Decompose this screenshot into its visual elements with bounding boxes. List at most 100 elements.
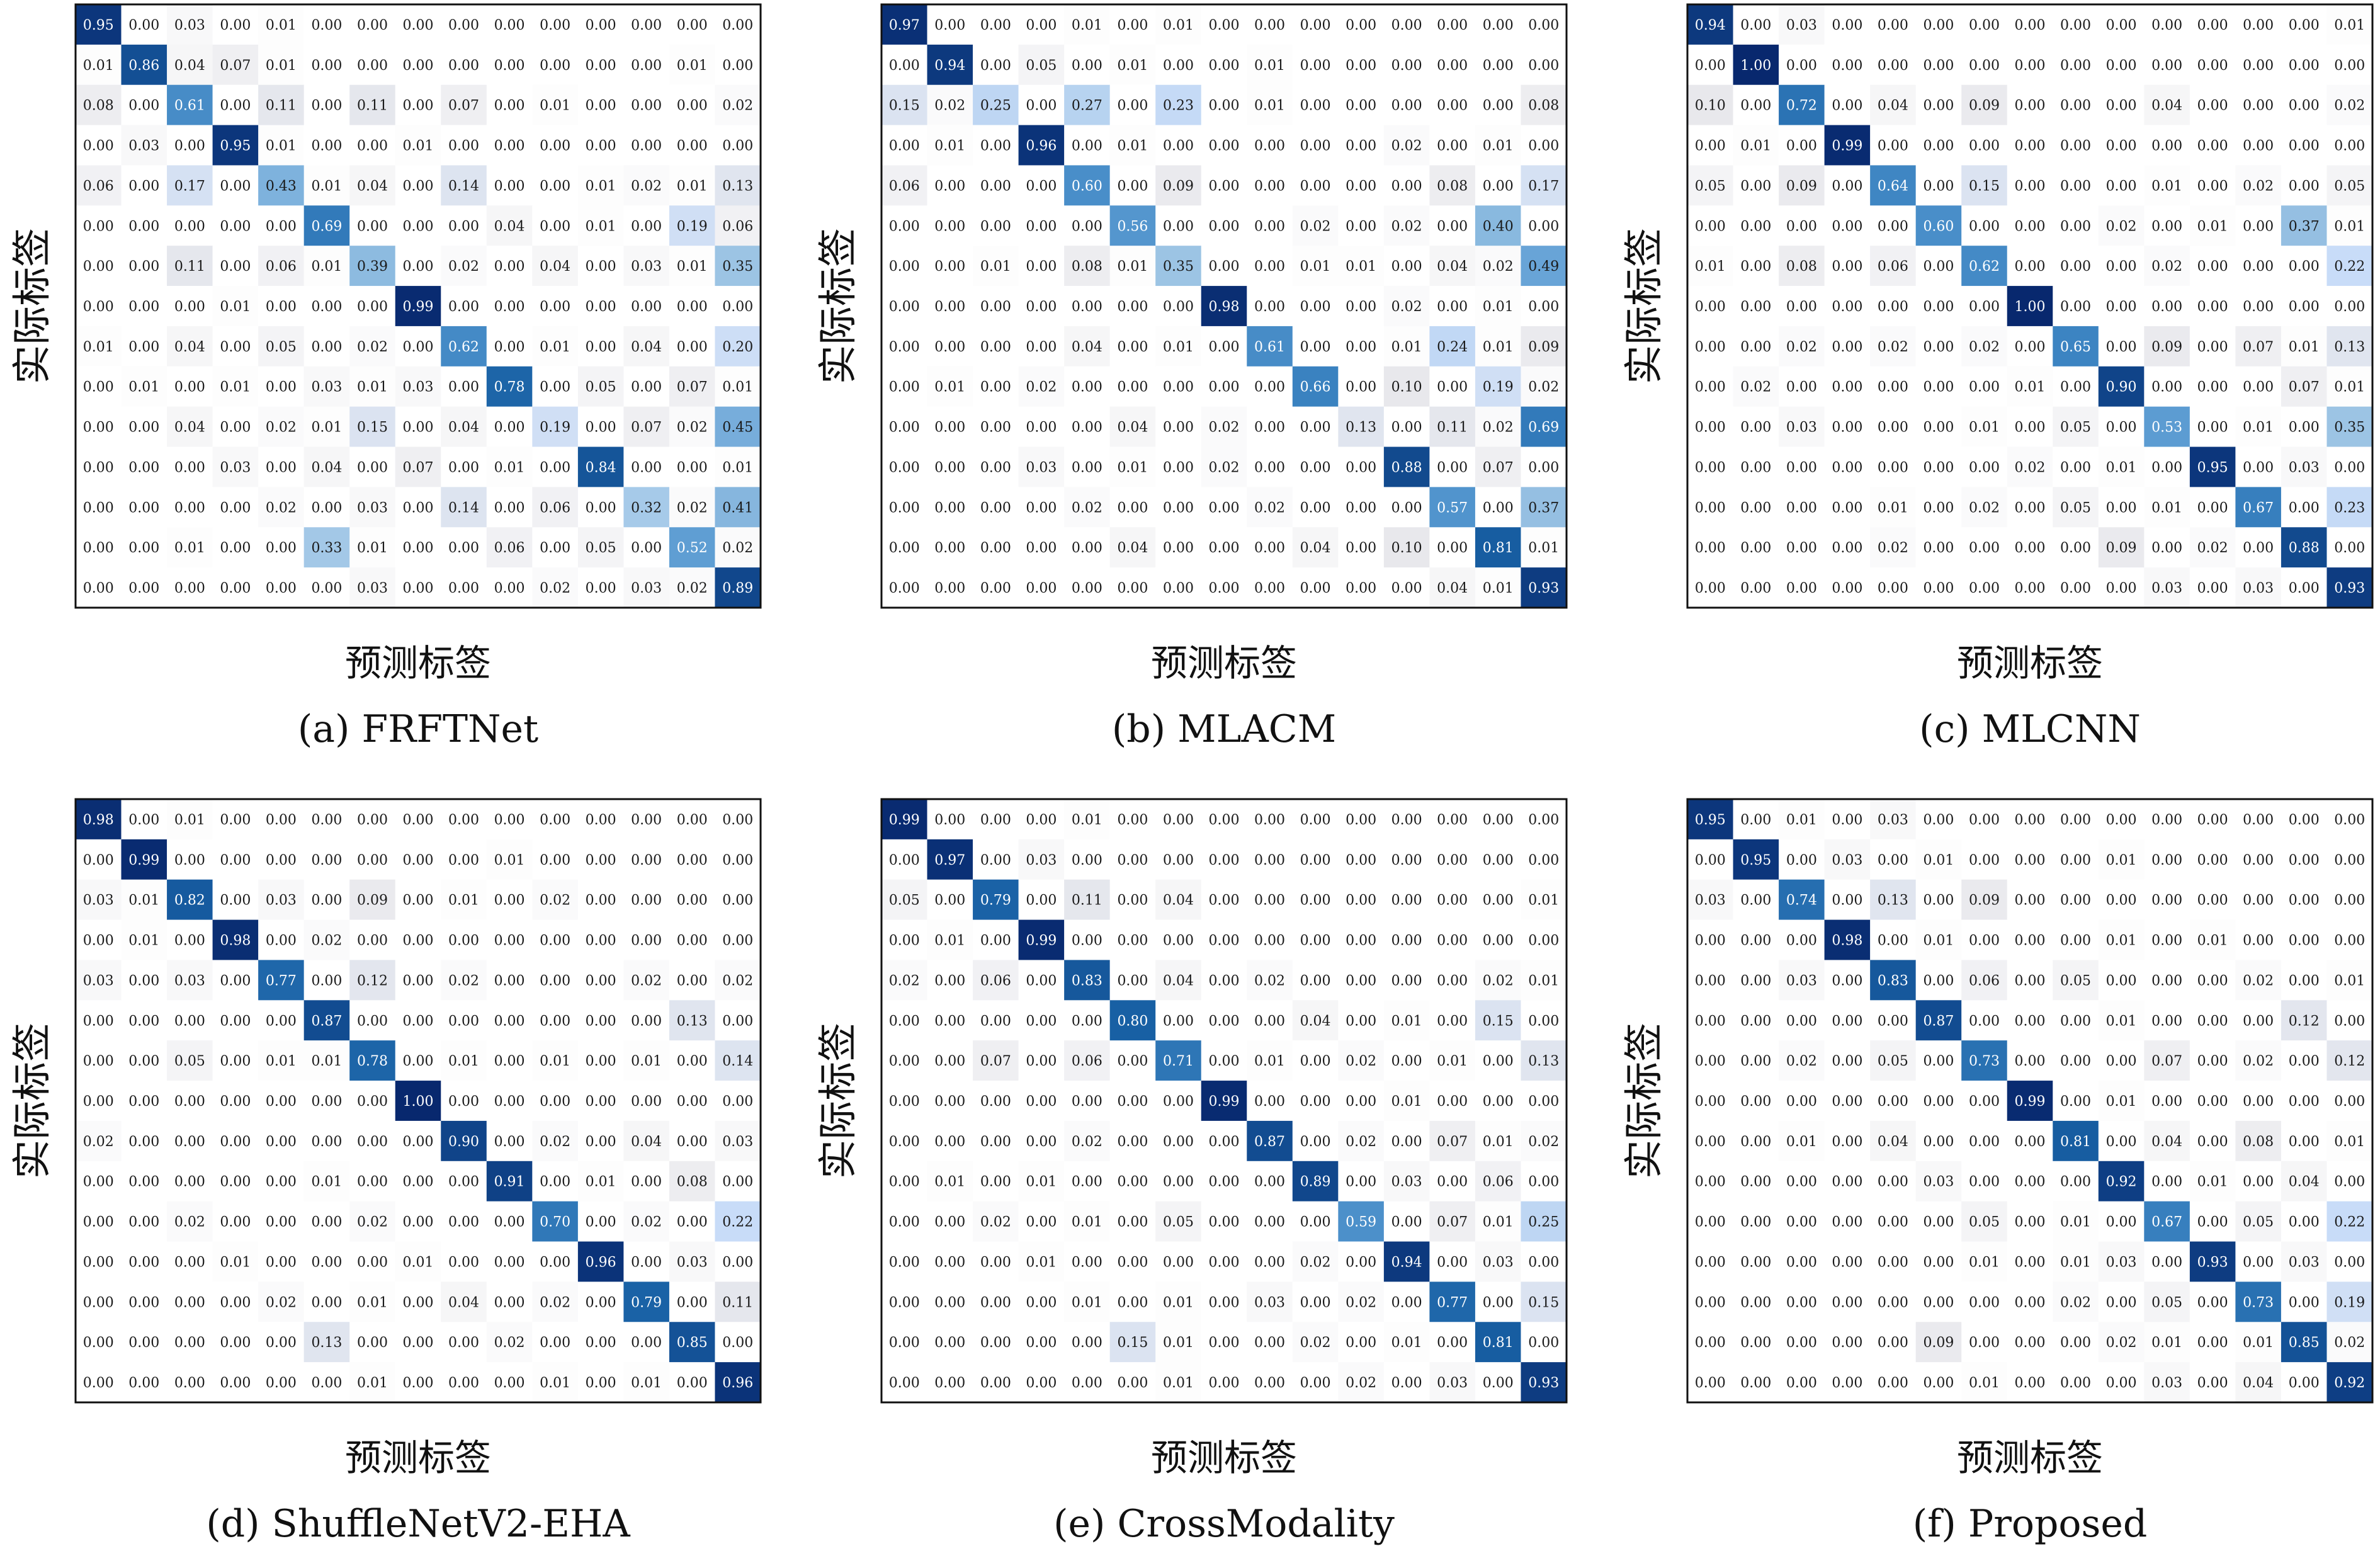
- cell-value-label: 0.00: [1740, 1335, 1771, 1351]
- cell-value-label: 0.00: [1740, 98, 1771, 114]
- cell-value-label: 0.00: [448, 1013, 479, 1029]
- heatmap-cell: [1109, 205, 1156, 246]
- cell-value-label: 0.00: [403, 893, 434, 909]
- cell-value-label: 0.04: [1163, 973, 1194, 989]
- heatmap-cell: [1247, 165, 1293, 206]
- cell-value-label: 0.00: [494, 1375, 525, 1391]
- cell-value-label: 0.07: [1437, 1215, 1468, 1230]
- cell-value-label: 0.07: [631, 420, 662, 436]
- cell-value-label: 0.00: [1740, 1013, 1771, 1029]
- heatmap-cell: [2326, 286, 2373, 327]
- cell-value-label: 0.11: [1437, 420, 1468, 436]
- cell-value-label: 0.00: [586, 1054, 616, 1069]
- cell-value-label: 0.00: [586, 973, 616, 989]
- cell-value-label: 0.08: [1786, 259, 1817, 275]
- heatmap-cell: [1824, 1322, 1871, 1363]
- cell-value-label: 0.00: [1695, 500, 1726, 516]
- heatmap-cell: [881, 165, 927, 206]
- cell-value-label: 0.02: [1026, 380, 1057, 395]
- heatmap-cell: [927, 1201, 973, 1242]
- heatmap-cell: [973, 406, 1019, 447]
- heatmap-cell: [212, 1281, 259, 1322]
- cell-value-label: 0.00: [1740, 893, 1771, 909]
- cell-value-label: 0.00: [1437, 139, 1468, 154]
- heatmap-cell: [1521, 4, 1567, 45]
- heatmap-cell: [121, 839, 167, 880]
- cell-value-label: 0.00: [1923, 98, 1954, 114]
- cell-value-label: 0.00: [494, 812, 525, 828]
- cell-value-label: 0.00: [220, 420, 251, 436]
- cell-value-label: 0.00: [1391, 1134, 1422, 1150]
- heatmap-cell: [1292, 1161, 1339, 1202]
- cell-value-label: 0.00: [83, 1054, 114, 1069]
- cell-value-label: 0.00: [1300, 460, 1331, 475]
- cell-value-label: 0.00: [1117, 98, 1148, 114]
- cell-value-label: 1.00: [2015, 299, 2046, 315]
- heatmap-cell: [973, 84, 1019, 125]
- cell-value-label: 0.02: [2060, 1295, 2091, 1310]
- heatmap-cell: [303, 1120, 350, 1162]
- heatmap-cell: [349, 84, 396, 125]
- heatmap-cell: [395, 125, 441, 166]
- cell-value-label: 0.00: [2289, 853, 2320, 868]
- cell-value-label: 0.03: [1437, 1375, 1468, 1391]
- cell-value-label: 0.00: [1923, 380, 1954, 395]
- heatmap-cell: [1155, 1040, 1202, 1081]
- heatmap-cell: [1292, 1362, 1339, 1403]
- heatmap-cell: [2144, 799, 2190, 840]
- heatmap-cell: [76, 286, 122, 327]
- cell-value-label: 0.00: [1740, 1254, 1771, 1270]
- heatmap-cell: [532, 406, 579, 447]
- confusion-matrix-svg: 0.95 0.00 0.03 0.00 0.01 0.00 0.00 0.00 0.00 0.00…: [9, 3, 762, 751]
- cell-value-label: 0.00: [128, 1134, 159, 1150]
- cell-value-label: 0.09: [1528, 339, 1559, 355]
- cell-value-label: 0.00: [1209, 18, 1240, 33]
- cell-value-label: 0.00: [2106, 98, 2137, 114]
- heatmap-cell: [623, 1081, 670, 1122]
- cell-value-label: 0.00: [722, 812, 753, 828]
- heatmap-cell: [121, 326, 167, 367]
- heatmap-cell: [1292, 1040, 1339, 1081]
- heatmap-cell: [76, 1201, 122, 1242]
- cell-value-label: 0.00: [174, 1254, 205, 1270]
- cell-value-label: 0.00: [1346, 98, 1376, 114]
- cell-value-label: 0.37: [1528, 500, 1559, 516]
- heatmap-cell: [2189, 1161, 2236, 1202]
- heatmap-cell: [1109, 879, 1156, 920]
- confusion-matrix-panel: 0.97 0.00 0.00 0.00 0.01 0.00 0.01 0.00 0.00 0.00…: [806, 0, 1599, 773]
- heatmap-cell: [973, 879, 1019, 920]
- heatmap-cell: [669, 165, 715, 206]
- cell-value-label: 0.15: [357, 420, 388, 436]
- cell-value-label: 0.01: [1969, 420, 2000, 436]
- matrix-frame: [74, 798, 762, 1404]
- cell-value-label: 0.01: [1391, 339, 1422, 355]
- heatmap-cell: [1155, 406, 1202, 447]
- heatmap-cell: [1824, 1081, 1871, 1122]
- cell-value-label: 0.00: [1528, 1254, 1559, 1270]
- heatmap-cell: [1475, 84, 1521, 125]
- cell-value-label: 0.03: [1786, 420, 1817, 436]
- cell-value-label: 0.00: [2243, 259, 2274, 275]
- heatmap-cell: [1338, 919, 1385, 960]
- cell-value-label: 0.43: [266, 178, 297, 194]
- cell-value-label: 0.00: [934, 1295, 965, 1310]
- cell-value-label: 0.00: [2243, 58, 2274, 74]
- heatmap-cell: [1870, 205, 1916, 246]
- heatmap-cell: [1521, 366, 1567, 407]
- heatmap-cell: [715, 1281, 761, 1322]
- cell-value-label: 0.00: [1163, 853, 1194, 868]
- heatmap-cell: [1109, 44, 1156, 86]
- heatmap-cell: [212, 799, 259, 840]
- heatmap-cell: [2007, 286, 2053, 327]
- heatmap-cell: [2144, 1000, 2190, 1041]
- heatmap-cell: [258, 246, 304, 287]
- heatmap-cell: [395, 446, 441, 487]
- heatmap-cell: [76, 1362, 122, 1403]
- heatmap-cell: [1961, 165, 2008, 206]
- heatmap-cell: [623, 406, 670, 447]
- heatmap-cell: [715, 446, 761, 487]
- cell-value-label: 0.01: [403, 1254, 434, 1270]
- cell-value-label: 0.00: [889, 1215, 920, 1230]
- cell-value-label: 0.02: [2015, 460, 2046, 475]
- cell-value-label: 0.00: [1254, 812, 1285, 828]
